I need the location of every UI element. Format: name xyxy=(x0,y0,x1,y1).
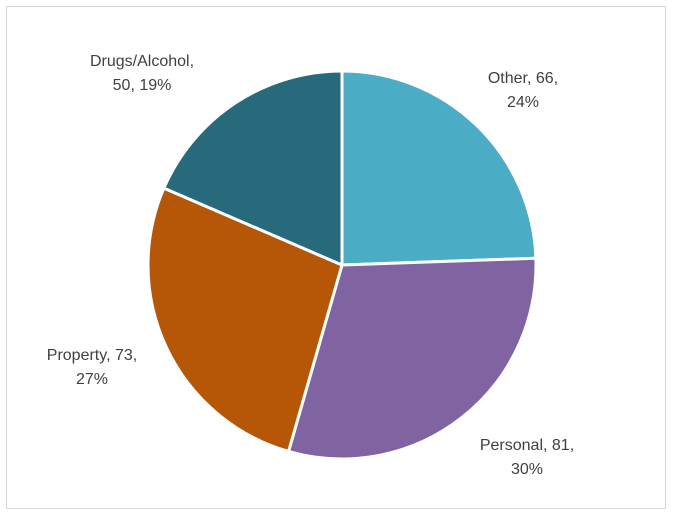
pie-labels: Other, 66, 24% Personal, 81, 30% Property, 7… xyxy=(47,53,574,478)
pie-slice-drugs-alcohol xyxy=(162,69,344,267)
pie-slices xyxy=(146,69,538,461)
pie-slice-property xyxy=(146,186,344,453)
pie-slice-personal xyxy=(287,256,538,461)
data-label-property: Property, 73, 27% xyxy=(47,347,137,388)
data-label-personal: Personal, 81, 30% xyxy=(480,437,574,478)
pie-slice-other xyxy=(340,69,538,267)
data-label-drugs-alcohol: Drugs/Alcohol, 50, 19% xyxy=(90,53,194,94)
data-label-other: Other, 66, 24% xyxy=(488,70,558,111)
